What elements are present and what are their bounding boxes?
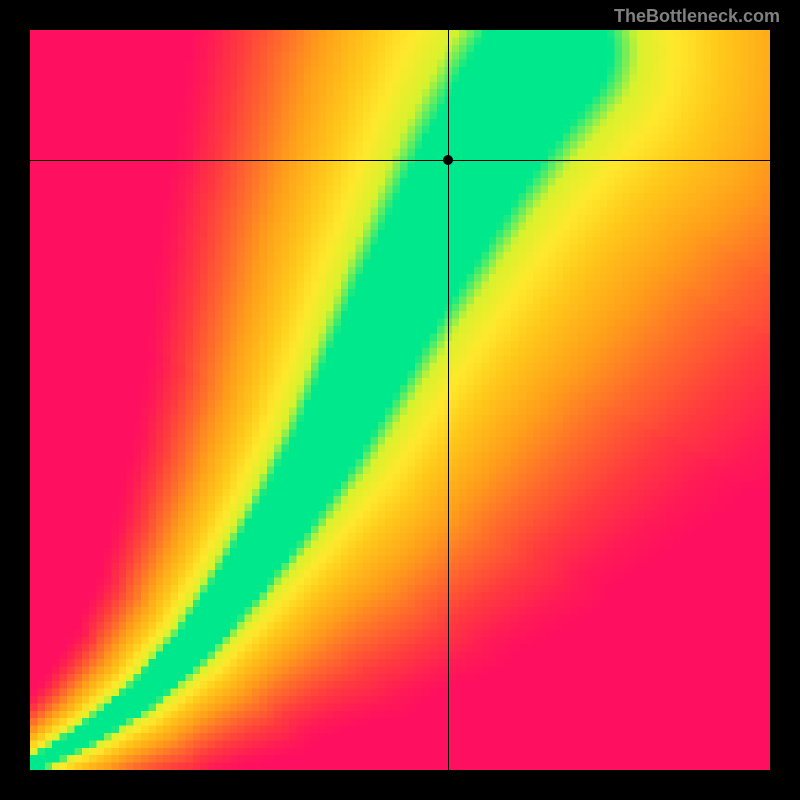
bottleneck-heatmap <box>30 30 770 770</box>
heatmap-canvas <box>30 30 770 770</box>
watermark: TheBottleneck.com <box>614 6 780 27</box>
crosshair-horizontal <box>30 160 770 161</box>
crosshair-dot <box>443 155 453 165</box>
crosshair-vertical <box>448 30 449 770</box>
